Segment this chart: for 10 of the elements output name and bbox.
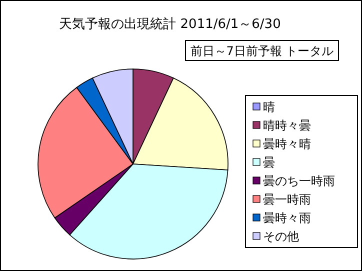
legend-label: 曇一時雨 bbox=[263, 192, 311, 206]
legend-label: 曇時々晴 bbox=[263, 137, 311, 151]
chart-title: 天気予報の出現統計 2011/6/1～6/30 bbox=[59, 17, 281, 32]
legend-label: 曇 bbox=[263, 156, 275, 170]
legend-label: 曇のち一時雨 bbox=[263, 174, 335, 188]
legend-label: 晴 bbox=[263, 100, 275, 114]
legend-label: 曇時々雨 bbox=[263, 211, 311, 225]
legend-label: 晴時々曇 bbox=[263, 118, 311, 132]
chart-subtitle: 前日～7日前予報 トータル bbox=[190, 44, 334, 58]
legend-label: その他 bbox=[263, 230, 299, 244]
